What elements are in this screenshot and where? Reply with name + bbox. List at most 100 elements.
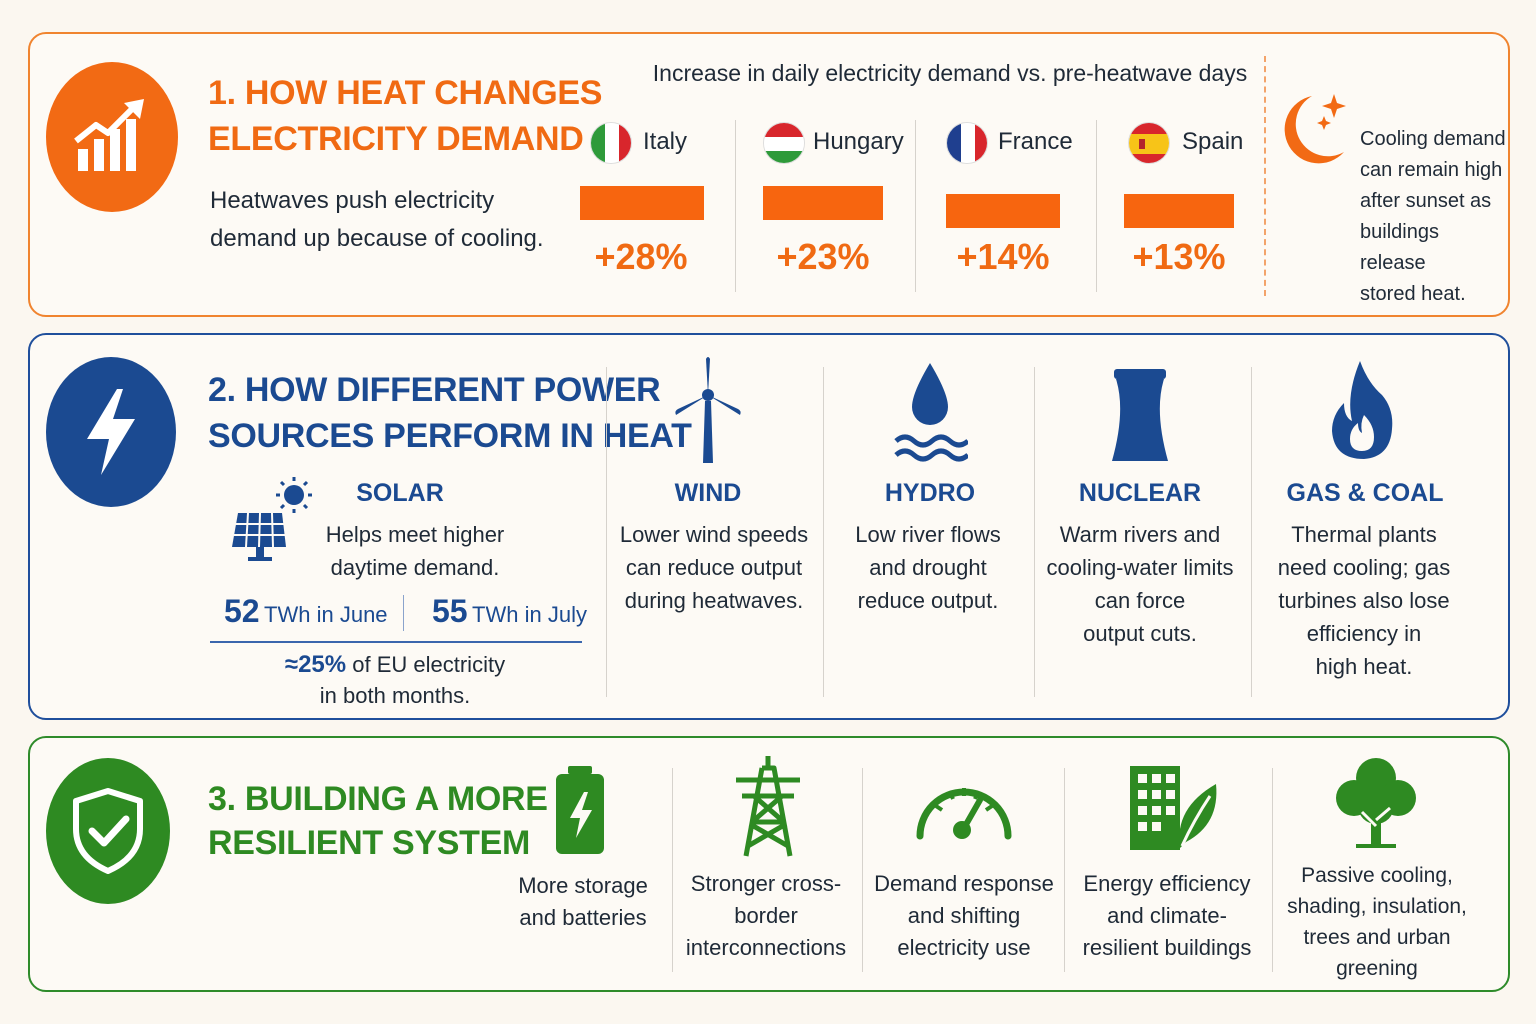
battery-icon — [550, 764, 610, 856]
gas-line: efficiency in — [1306, 621, 1422, 646]
divider — [1034, 367, 1035, 697]
gas-line: high heat. — [1315, 654, 1413, 679]
tree-icon — [1334, 756, 1418, 850]
divider — [1251, 367, 1252, 697]
green-building-icon — [1128, 760, 1220, 852]
june-value: 52 — [224, 593, 260, 629]
divider — [1096, 120, 1097, 292]
dashed-divider — [1264, 56, 1266, 296]
italy-flag-icon — [590, 122, 632, 164]
demand-panel: 1. HOW HEAT CHANGES ELECTRICITY DEMAND H… — [28, 32, 1510, 317]
wind-turbine-icon — [670, 355, 746, 465]
pct-france: +14% — [956, 236, 1050, 277]
nuclear-title: NUCLEAR — [1078, 479, 1202, 507]
nuclear-line: output cuts. — [1083, 621, 1197, 646]
country-hungary: Hungary +23% — [755, 116, 925, 326]
passive-line: greening — [1336, 957, 1418, 980]
bar-hungary — [763, 186, 883, 220]
note-line: stored heat. — [1360, 283, 1466, 305]
hydro-text: Low river flows and drought reduce outpu… — [838, 518, 1018, 617]
demand-line: electricity use — [897, 935, 1031, 960]
section3-title-line2: RESILIENT SYSTEM — [208, 824, 531, 862]
pct-italy: +28% — [594, 236, 688, 277]
wind-title: WIND — [674, 479, 742, 507]
gauge-icon — [912, 762, 1016, 846]
note-line: after sunset as — [1360, 190, 1492, 212]
storage-text: More storage and batteries — [500, 870, 666, 934]
country-france: France +14% — [940, 116, 1110, 326]
section1-title-line2: ELECTRICITY DEMAND — [208, 120, 584, 158]
gas-coal-text: Thermal plants need cooling; gas turbine… — [1266, 518, 1462, 683]
wind-line: Lower wind speeds — [619, 522, 809, 547]
divider — [606, 367, 607, 697]
hydro-line: Low river flows — [855, 522, 1001, 547]
transmission-tower-icon — [728, 754, 808, 858]
share-value: ≈25% — [284, 651, 347, 678]
demand-line: Demand response — [874, 871, 1054, 896]
spain-flag-icon — [1128, 122, 1170, 164]
nuclear-line: cooling-water limits — [1046, 555, 1234, 580]
hydro-title: HYDRO — [884, 479, 976, 507]
solar-june-stat: 52 TWh in June — [224, 593, 394, 630]
bar-italy — [580, 186, 704, 220]
desc-line2: demand up because of cooling. — [210, 225, 544, 252]
france-flag-icon — [946, 122, 988, 164]
resilience-panel: 3. BUILDING A MORE RESILIENT SYSTEM More… — [28, 736, 1510, 992]
demand-response-text: Demand response and shifting electricity… — [874, 868, 1054, 964]
power-sources-panel: 2. HOW DIFFERENT POWER SOURCES PERFORM I… — [28, 333, 1510, 720]
country-name: Italy — [643, 128, 688, 155]
section1-description: Heatwaves push electricity demand up bec… — [210, 182, 570, 258]
solar-july-stat: 55 TWh in July — [432, 593, 602, 630]
july-value: 55 — [432, 593, 468, 629]
interconnect-line: border — [734, 903, 798, 928]
divider — [1272, 768, 1273, 972]
wind-line: during heatwaves. — [624, 588, 804, 613]
gas-coal-title: GAS & COAL — [1286, 479, 1444, 507]
section2-title-line2: SOURCES PERFORM IN HEAT — [208, 417, 692, 455]
share-line2: in both months. — [319, 683, 471, 708]
desc-line1: Heatwaves push electricity — [210, 187, 495, 214]
demand-line: and shifting — [907, 903, 1021, 928]
wind-text: Lower wind speeds can reduce output duri… — [616, 518, 812, 617]
divider — [735, 120, 736, 292]
nuclear-text: Warm rivers and cooling-water limits can… — [1040, 518, 1240, 650]
efficiency-text: Energy efficiency and climate- resilient… — [1076, 868, 1258, 964]
note-line: Cooling demand — [1360, 128, 1506, 150]
country-spain: Spain +13% — [1120, 116, 1270, 326]
nuclear-line: can force — [1094, 588, 1186, 613]
gas-line: need cooling; gas — [1277, 555, 1451, 580]
passive-cooling-text: Passive cooling, shading, insulation, tr… — [1284, 860, 1470, 984]
country-name: Spain — [1182, 128, 1244, 155]
divider — [403, 595, 404, 631]
share-line1: of EU electricity — [352, 652, 506, 677]
rising-chart-icon — [46, 62, 178, 212]
solar-panel-icon — [226, 473, 316, 565]
efficiency-line: resilient buildings — [1082, 935, 1252, 960]
solar-line: daytime demand. — [330, 555, 500, 580]
section1-title-line1: 1. HOW HEAT CHANGES — [208, 74, 603, 112]
interconnect-line: Stronger cross- — [690, 871, 842, 896]
wind-line: can reduce output — [625, 555, 803, 580]
chart-title: Increase in daily electricity demand vs.… — [652, 60, 1248, 86]
night-cooling-note: Cooling demand can remain high after sun… — [1360, 124, 1510, 310]
bar-spain — [1124, 194, 1234, 228]
gas-line: turbines also lose — [1278, 588, 1450, 613]
section2-title-line1: 2. HOW DIFFERENT POWER — [208, 371, 661, 409]
cooling-tower-icon — [1102, 367, 1178, 463]
solar-share: ≈25% of EU electricity in both months. — [230, 649, 560, 711]
bar-france — [946, 194, 1060, 228]
country-name: France — [998, 128, 1073, 155]
section3-title-line1: 3. BUILDING A MORE — [208, 780, 548, 818]
efficiency-line: Energy efficiency — [1083, 871, 1251, 896]
pct-hungary: +23% — [776, 236, 870, 277]
flame-icon — [1328, 359, 1398, 463]
divider — [823, 367, 824, 697]
divider — [862, 768, 863, 972]
pct-spain: +13% — [1132, 236, 1226, 277]
divider — [672, 768, 673, 972]
moon-stars-icon — [1282, 90, 1352, 170]
divider — [1064, 768, 1065, 972]
water-drop-icon — [892, 361, 970, 465]
note-line: can remain high — [1360, 159, 1503, 181]
passive-line: shading, insulation, — [1287, 895, 1467, 918]
